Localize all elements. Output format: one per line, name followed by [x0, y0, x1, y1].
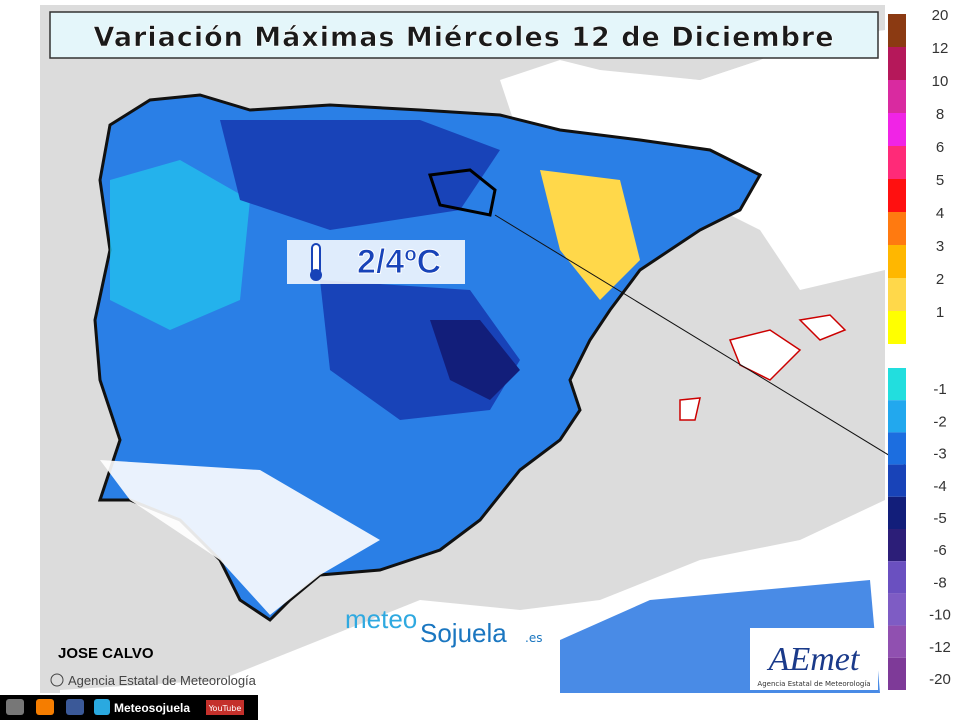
- blogger-icon[interactable]: [36, 699, 54, 715]
- legend-swatch: [888, 80, 906, 113]
- south-white: [100, 460, 380, 615]
- legend-label: -8: [933, 574, 946, 591]
- legend-swatch: [888, 625, 906, 658]
- legend-swatch: [888, 212, 906, 245]
- legend-label: -12: [929, 639, 951, 656]
- instagram-icon[interactable]: [6, 699, 24, 715]
- logo-box: [750, 628, 878, 690]
- watermark-meteo: meteo: [345, 604, 417, 634]
- title: Variación Máximas Miércoles 12 de Diciem…: [93, 22, 834, 53]
- legend-swatch: [888, 593, 906, 626]
- center-darkest: [430, 320, 520, 400]
- legend-swatch: [888, 464, 906, 497]
- highlight-region: [427, 168, 497, 217]
- legend-label: 5: [936, 172, 944, 189]
- watermark-suffix: .es: [525, 631, 542, 645]
- footer-site[interactable]: Meteosojuela: [114, 701, 190, 715]
- legend-swatch: [888, 278, 906, 311]
- legend-swatch: [888, 14, 906, 47]
- legend-label: 1: [936, 304, 944, 321]
- author: JOSE CALVO: [58, 645, 154, 662]
- legend-swatch: [888, 47, 906, 80]
- source: Agencia Estatal de Meteorología: [68, 673, 257, 688]
- legend-label: -5: [933, 510, 946, 527]
- legend-label: 4: [936, 205, 944, 222]
- legend-swatch: [888, 529, 906, 562]
- legend-label: -4: [933, 478, 946, 495]
- title-box: [49, 11, 879, 59]
- annotation: 2/4ºC: [357, 243, 441, 281]
- legend-label: -1: [933, 381, 946, 398]
- youtube-icon[interactable]: [206, 700, 244, 715]
- north-dark: [220, 120, 500, 230]
- legend-swatch: [888, 561, 906, 594]
- legend-label: -2: [933, 413, 946, 430]
- legend-label: 20: [932, 7, 949, 24]
- logo-subtitle: Agencia Estatal de Meteorología: [757, 680, 870, 688]
- legend-swatch: [888, 400, 906, 433]
- legend-swatch: [888, 113, 906, 146]
- legend-label: -20: [929, 671, 951, 688]
- legend-swatch: [888, 179, 906, 212]
- legend-label: -3: [933, 446, 946, 463]
- legend-label: 8: [936, 106, 944, 123]
- logo-name: AEmet: [767, 641, 861, 678]
- legend-swatch: [888, 146, 906, 179]
- west-cyan: [110, 160, 250, 330]
- legend-label: 2: [936, 271, 944, 288]
- legend-label: 3: [936, 238, 944, 255]
- legend-swatch: [888, 496, 906, 529]
- legend-label: -10: [929, 607, 951, 624]
- legend-swatch: [888, 368, 906, 401]
- legend-swatch: [888, 657, 906, 690]
- legend-label: 10: [932, 73, 949, 90]
- legend-label: 12: [932, 40, 949, 57]
- balearic: [679, 314, 847, 421]
- legend-swatch: [888, 432, 906, 465]
- facebook-icon[interactable]: [66, 699, 84, 715]
- legend-label: 6: [936, 139, 944, 156]
- twitter-icon[interactable]: [94, 699, 110, 715]
- copyright-icon: [50, 673, 64, 687]
- thermometer-bulb: [310, 269, 322, 281]
- footer-video[interactable]: YouTube: [208, 704, 242, 713]
- legend-label: -6: [933, 542, 946, 559]
- legend-swatch: [888, 311, 906, 344]
- legend-swatch: [888, 245, 906, 278]
- pointer-line: [494, 214, 906, 466]
- watermark-sojuela: Sojuela: [420, 618, 507, 648]
- east-yellow: [540, 170, 640, 300]
